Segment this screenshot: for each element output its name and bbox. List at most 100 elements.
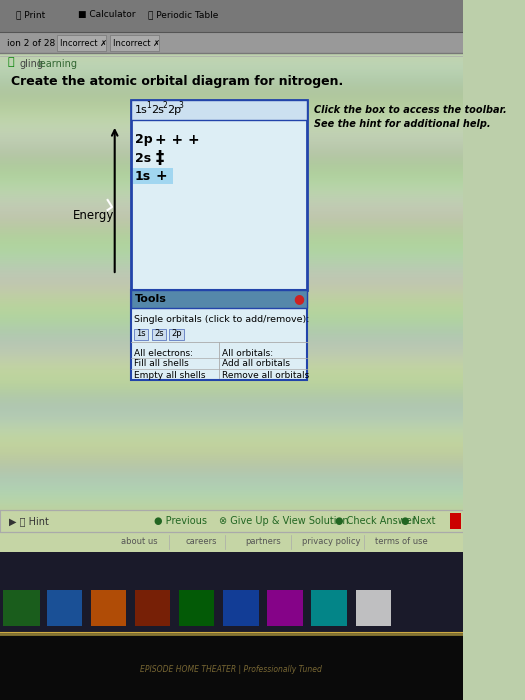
Bar [0,387,463,388]
Bar [0,125,463,126]
Bar [0,624,463,625]
Bar [0,660,463,661]
Bar [0,402,463,403]
Text: Remove all orbitals: Remove all orbitals [223,370,310,379]
Bar [0,331,463,332]
Bar [0,406,463,407]
Bar [0,220,463,221]
Bar [131,290,307,308]
Bar [0,405,463,406]
Bar [0,452,463,453]
Bar [0,151,463,152]
Bar [0,418,463,419]
Bar [0,189,463,190]
Bar [0,171,463,172]
Bar [0,461,463,462]
Bar [0,259,463,260]
Bar [0,349,463,350]
Text: 2s: 2s [154,330,164,339]
Bar [0,96,463,97]
Bar [0,56,463,57]
Bar [0,544,463,545]
Bar [0,325,463,326]
Text: 1s: 1s [135,169,151,183]
Bar [0,116,463,117]
Bar [0,524,463,525]
Bar [131,100,307,290]
Bar [0,193,463,194]
Bar [0,487,463,488]
Bar [0,256,463,257]
Bar [0,190,463,191]
Bar [0,49,463,50]
Bar [0,76,463,77]
Bar [0,253,463,254]
Bar [0,635,463,636]
Bar [0,389,463,390]
Bar [0,663,463,664]
Bar [0,129,463,130]
Bar [0,556,463,557]
Bar [0,614,463,615]
Bar [0,530,463,531]
Bar [0,356,463,357]
Bar [0,561,463,562]
Bar [0,453,463,454]
Bar [0,143,463,144]
Bar [0,8,463,9]
Bar [0,642,463,643]
Bar [0,547,463,548]
Bar [0,218,463,219]
Bar [0,245,463,246]
Bar [0,22,463,23]
Bar [0,333,463,334]
Bar [0,108,463,109]
Bar [0,302,463,303]
Bar [0,179,463,180]
Bar [0,29,463,30]
Bar [0,565,463,566]
Bar [0,489,463,490]
Bar [0,123,463,124]
Bar [0,351,463,352]
Bar [0,674,463,675]
Bar [0,392,463,393]
Bar [0,167,463,168]
Text: Click the box to access the toolbar.: Click the box to access the toolbar. [314,105,507,115]
Bar [0,496,463,497]
Bar [0,194,463,195]
Bar [0,382,463,383]
Bar [0,553,463,554]
Bar [0,140,463,141]
Bar [0,155,463,156]
Bar [0,419,463,420]
Bar [135,590,170,626]
Bar [0,50,463,51]
Bar [450,513,460,529]
Bar [0,634,463,635]
Bar [0,493,463,494]
Bar [0,412,463,413]
Bar [0,91,463,92]
Bar [0,74,463,75]
Bar [0,13,463,14]
Bar [0,378,463,379]
Bar [0,568,463,569]
Bar [0,451,463,452]
Text: privacy policy: privacy policy [302,538,360,547]
Text: 2p: 2p [171,330,182,339]
Bar [0,466,463,467]
Bar [0,566,463,567]
Bar [0,600,463,601]
Bar [0,507,463,508]
Bar [0,213,463,214]
Bar [0,504,463,505]
Bar [0,569,463,570]
Bar [0,166,463,167]
Bar [0,248,463,249]
Bar [0,239,463,240]
Bar [0,579,463,580]
Bar [0,534,463,535]
Bar [0,495,463,496]
Bar [0,90,463,91]
